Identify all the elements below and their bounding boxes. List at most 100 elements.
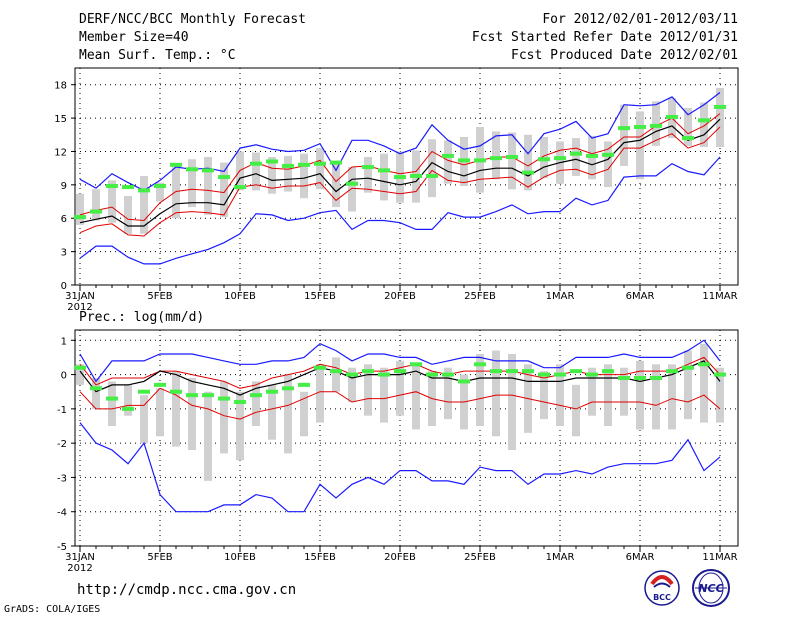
temp-climo-mark (586, 153, 598, 158)
precip-climo-mark (362, 369, 374, 374)
temp-climo-mark (138, 188, 150, 193)
precip-climo-mark (666, 369, 678, 374)
precip-spread-box (380, 367, 388, 423)
temp-climo-mark (234, 185, 246, 190)
precip-climo-mark (442, 372, 454, 377)
temp-spread-box (252, 152, 260, 191)
precip-xtick-label: 31JAN (65, 552, 95, 563)
precip-spread-box (236, 391, 244, 461)
temp-spread-box (76, 193, 84, 225)
precip-climo-mark (714, 372, 726, 377)
bcc-logo-text: BCC (653, 593, 671, 602)
temp-spread-box (220, 162, 228, 218)
footer-url[interactable]: http://cmdp.ncc.cma.gov.cn (77, 582, 297, 598)
temp-climo-mark (490, 156, 502, 161)
temp-climo-mark (618, 126, 630, 131)
precip-ytick-label: -4 (57, 508, 67, 519)
precip-climo-mark (522, 369, 534, 374)
temp-xtick-label: 31JAN (65, 291, 95, 302)
precip-climo-mark (634, 376, 646, 380)
temp-spread-box (652, 101, 660, 146)
temp-climo-mark (570, 151, 582, 156)
temp-climo-mark (90, 209, 102, 214)
temp-climo-mark (154, 183, 166, 188)
precip-spread-box (156, 388, 164, 437)
precip-ytick-label: -2 (57, 439, 67, 450)
temp-climo-mark (314, 161, 326, 166)
precip-climo-mark (538, 372, 550, 377)
member-size: Member Size=40 (79, 30, 189, 45)
precip-climo-mark (266, 389, 278, 394)
precip-spread-box (636, 360, 644, 430)
temp-spread-box (348, 167, 356, 212)
precip-variable-label: Prec.: log(mm/d) (79, 310, 205, 325)
temp-climo-mark (394, 175, 406, 180)
precip-climo-mark (474, 362, 486, 367)
bcc-logo: BCC (644, 570, 680, 606)
temp-spread-box (492, 131, 500, 180)
precip-line-ensemble-max (79, 339, 721, 383)
temp-climo-mark (634, 124, 646, 129)
temp-spread-box (380, 153, 388, 201)
temp-climo-mark (442, 153, 454, 158)
ncc-logo-text: NCC (698, 582, 723, 595)
temp-climo-mark (458, 158, 470, 163)
precip-spread-box (76, 364, 84, 385)
temp-spread-box (572, 138, 580, 176)
precip-panel: -5 -4 -3 -2 -1 0 1 31JAN 5FEB 10FEB 15FEB 20FEB 25FE… (57, 329, 739, 574)
precip-climo-mark (154, 382, 166, 387)
precip-spread-box (220, 381, 228, 454)
precip-spread-box (476, 354, 484, 426)
precip-spread-box (412, 364, 420, 430)
precip-spread-box (492, 350, 500, 437)
precip-climo-mark (234, 400, 246, 404)
temp-climo-mark (282, 163, 294, 168)
precip-frame (74, 329, 739, 547)
precip-spread-box (332, 357, 340, 392)
precip-climo-mark (250, 393, 262, 398)
precip-spread-box (700, 343, 708, 423)
forecast-period: For 2012/02/01-2012/03/11 (542, 12, 738, 27)
precip-line-ensemble-min (79, 422, 721, 513)
precip-spread-box (268, 384, 276, 440)
temp-climo-mark (538, 157, 550, 162)
precip-climo-mark (506, 369, 518, 374)
temp-spread-box (684, 108, 692, 146)
precip-spread-box (716, 367, 724, 423)
temp-xtick-label: 5FEB (147, 291, 172, 302)
temp-spread-box (620, 104, 628, 166)
bcc-logo-arc (650, 575, 674, 586)
precip-climo-mark (170, 389, 182, 394)
temp-ytick-label: 0 (61, 281, 67, 292)
precip-climo-mark (458, 379, 470, 384)
temp-spread-box (428, 139, 436, 198)
precip-climo-mark (490, 369, 502, 374)
temp-ytick-label: 3 (61, 248, 67, 259)
forecast-title: DERF/NCC/BCC Monthly Forecast (79, 12, 306, 27)
precip-ytick-label: -3 (57, 473, 67, 484)
temp-xtick-label: 15FEB (304, 291, 336, 302)
temp-spread-box (92, 189, 100, 221)
precip-xtick-label: 25FEB (464, 552, 496, 563)
temp-climo-mark (682, 136, 694, 141)
precip-spread-box (124, 384, 132, 416)
temp-xtick-label: 1MAR (546, 291, 575, 302)
forecast-produced-date: Fcst Produced Date 2012/02/01 (511, 48, 738, 63)
temp-spread-box (124, 195, 132, 234)
temp-climo-mark (250, 161, 262, 166)
temp-climo-mark (698, 118, 710, 123)
temp-spread-box (364, 157, 372, 193)
precip-climo-mark (618, 376, 630, 380)
temp-climo-mark (666, 114, 678, 119)
precip-spread-box (668, 364, 676, 430)
temp-year-label: 2012 (67, 302, 92, 313)
precip-climo-mark (106, 396, 118, 401)
precip-line-ensemble-mean (79, 360, 721, 396)
precip-spread-box (508, 354, 516, 450)
temp-spread-box (300, 153, 308, 199)
precip-climo-mark (202, 393, 214, 398)
precip-climo-mark (282, 386, 294, 391)
precip-spread-box (252, 381, 260, 426)
precip-spread-box (188, 378, 196, 450)
